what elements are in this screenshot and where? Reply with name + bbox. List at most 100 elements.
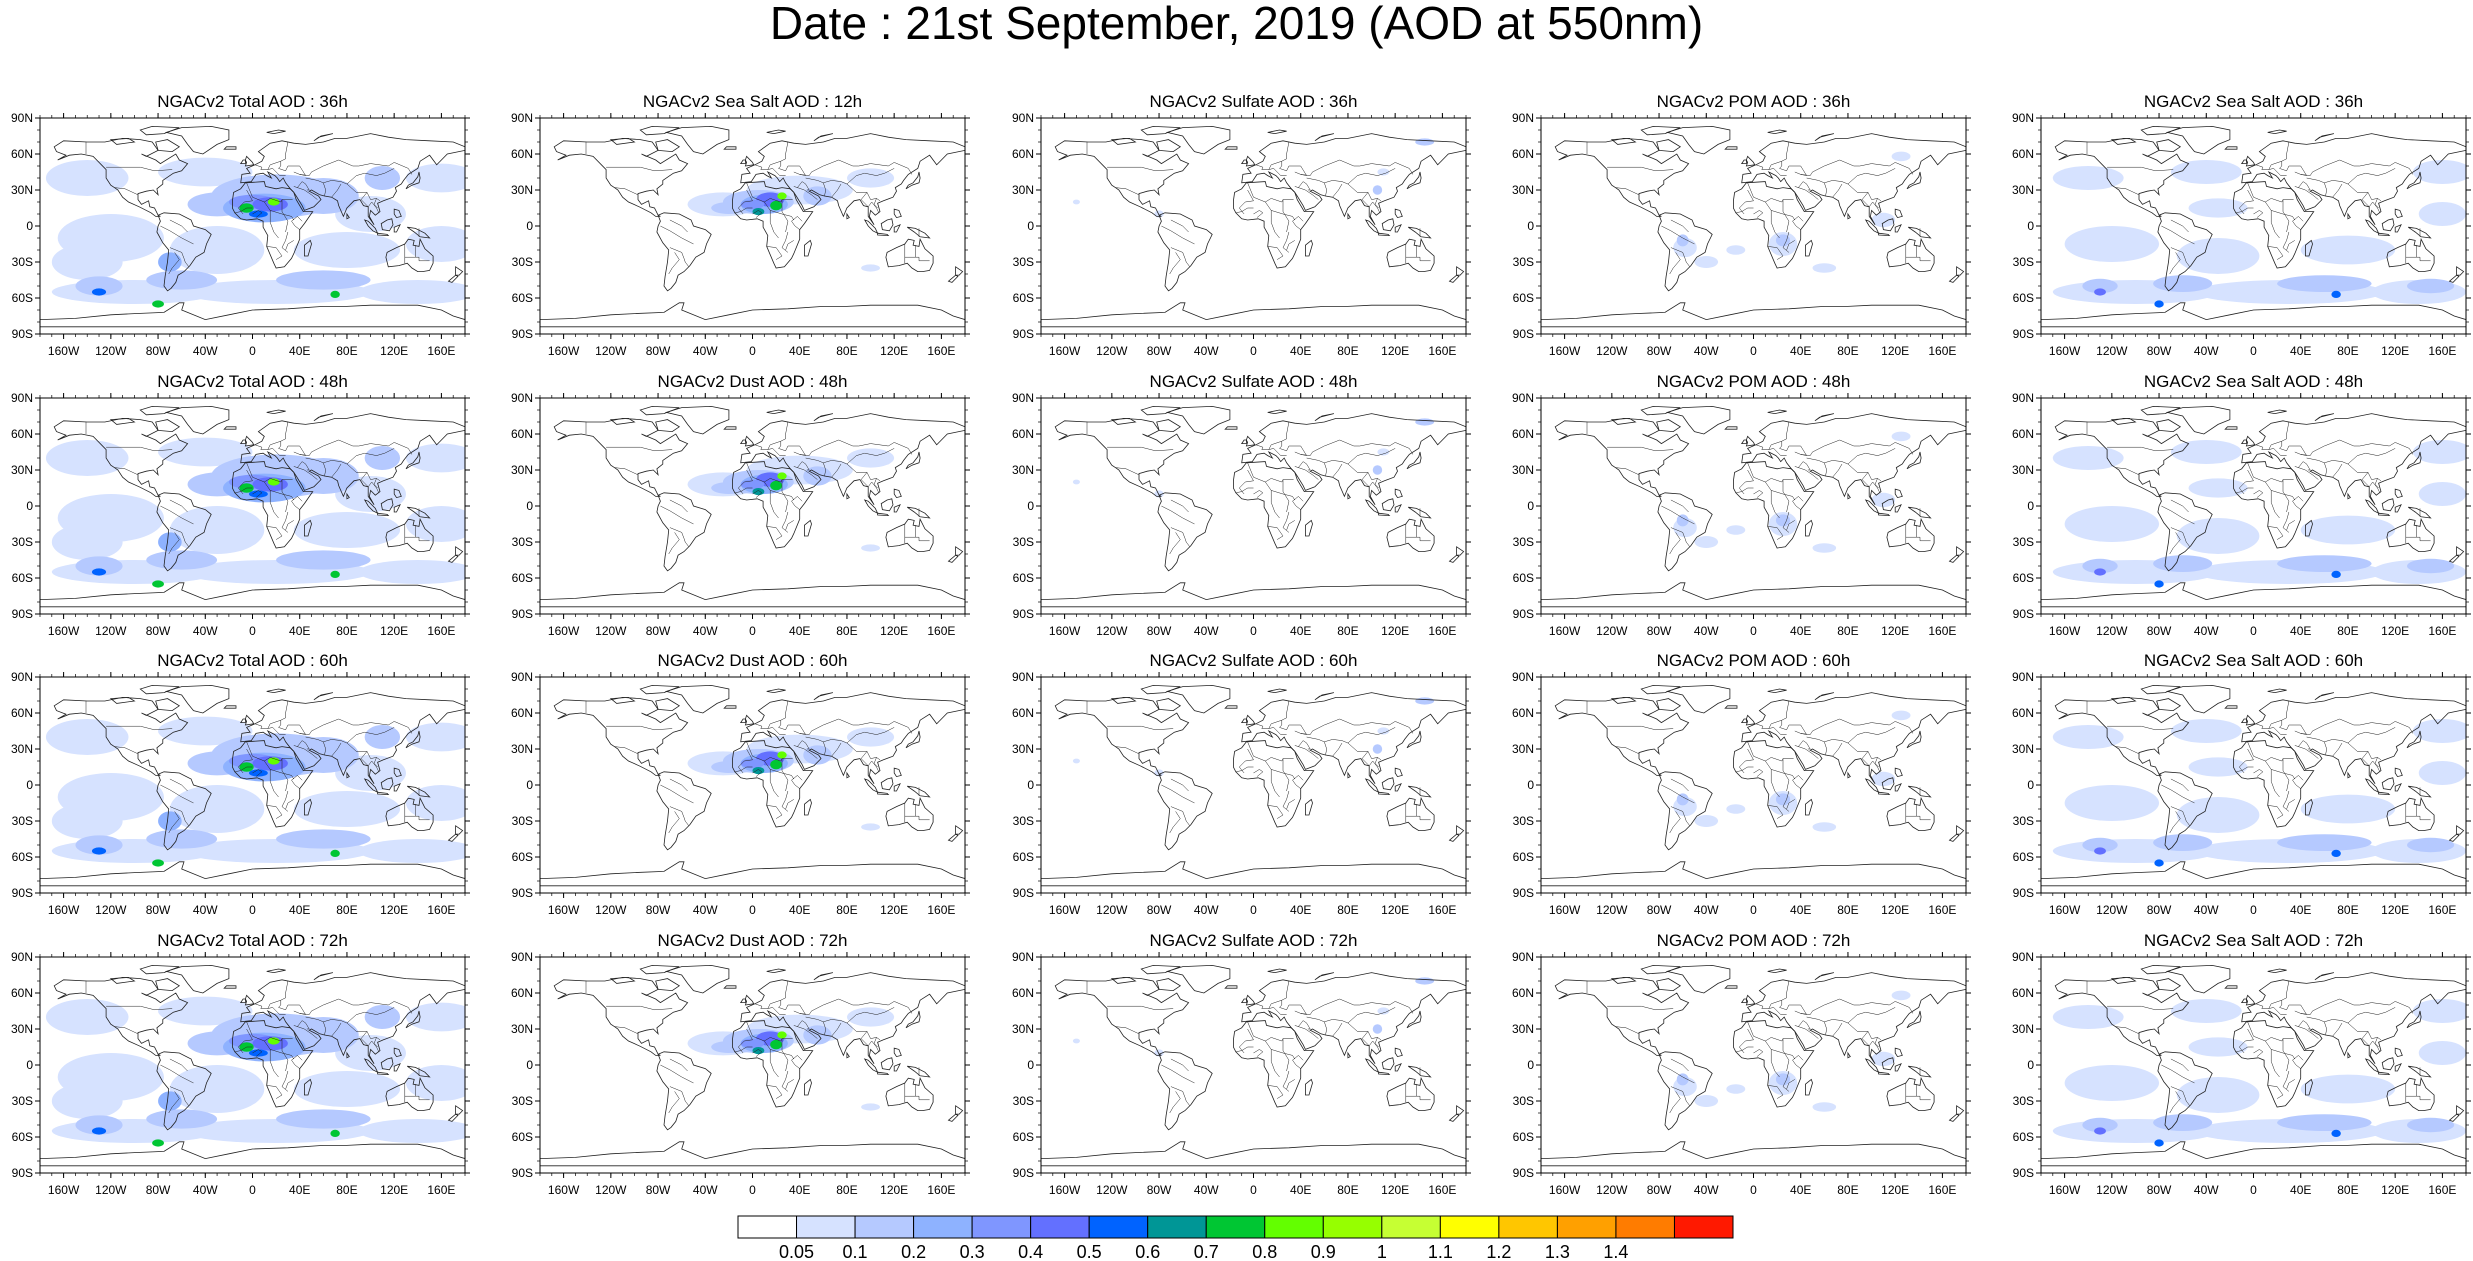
coastline (1907, 785, 1932, 798)
border-line (2286, 520, 2295, 531)
lon-label: 40W (1694, 903, 1719, 917)
border-line (2292, 775, 2304, 789)
coastlines (1041, 125, 1466, 328)
border-line (797, 467, 818, 480)
border-line (1324, 182, 1327, 197)
coastline (266, 409, 286, 415)
border-line (1874, 757, 1879, 768)
border-line (1735, 487, 1754, 494)
lat-label: 30S (2013, 255, 2034, 269)
coastline (2304, 519, 2313, 537)
coastline (553, 696, 689, 776)
border-line (1268, 168, 1287, 176)
coastline (1232, 461, 1315, 549)
border-line (1253, 490, 1264, 498)
coastline (1745, 714, 1756, 726)
aod-patch (267, 757, 280, 765)
lon-label: 40W (693, 1183, 718, 1197)
border-line (1107, 446, 1174, 452)
border-line (415, 536, 430, 542)
border-line (1286, 799, 1295, 810)
coastline (2456, 825, 2465, 835)
lon-label: 160E (1928, 1183, 1956, 1197)
aod-field (1673, 710, 1911, 832)
border-line (1115, 1026, 1140, 1035)
border-line (2332, 463, 2343, 478)
border-line (280, 700, 289, 721)
lat-label: 0 (1527, 1058, 1534, 1072)
border-line (2170, 1086, 2191, 1106)
border-line (1416, 1095, 1431, 1101)
lon-label: 160W (2049, 344, 2081, 358)
border-line (169, 219, 188, 233)
border-line (1255, 440, 1308, 456)
coastline (947, 554, 959, 563)
map-background (1541, 677, 1966, 893)
border-line (1767, 526, 1784, 540)
lon-label: 120E (1881, 1183, 1909, 1197)
coastline (1347, 492, 1351, 500)
border-line (2282, 1038, 2290, 1072)
aod-patch (91, 288, 107, 296)
coastline (2406, 730, 2422, 749)
aod-patch (752, 1047, 765, 1055)
border-line (2300, 718, 2414, 735)
coastline (1948, 554, 1960, 563)
coastline (2406, 1010, 2422, 1029)
aod-patch (2082, 1117, 2118, 1133)
lat-label: 0 (2027, 219, 2034, 233)
coastline (1741, 133, 1966, 226)
border-line (299, 159, 413, 176)
aod-patch (1812, 543, 1837, 553)
border-line (1738, 748, 1754, 774)
border-line (2294, 1020, 2311, 1030)
border-line (246, 741, 293, 762)
coastline (1554, 696, 1690, 776)
coastline (1732, 461, 1815, 549)
border-line (2405, 1084, 2417, 1097)
coastline (1740, 439, 1747, 444)
border-line (1669, 1091, 1681, 1114)
lat-label: 90N (1512, 391, 1534, 405)
coastline (2156, 698, 2182, 712)
coastline (1407, 1065, 1432, 1078)
coastline (1740, 718, 1747, 723)
border-line (1270, 1049, 1280, 1078)
border-line (1786, 799, 1795, 810)
coastline (231, 461, 314, 549)
border-line (660, 505, 694, 525)
coastline (731, 1020, 814, 1108)
border-line (781, 199, 789, 233)
coastline (766, 688, 786, 694)
coastline (2245, 994, 2256, 1006)
lon-label: 120E (2381, 903, 2409, 917)
lon-label: 0 (249, 903, 256, 917)
border-line (373, 198, 378, 209)
border-line (1253, 769, 1264, 777)
coastline (2232, 1020, 2315, 1108)
aod-patch (276, 550, 371, 570)
border-line (285, 240, 294, 251)
coastline (1878, 512, 1891, 517)
coastline (377, 1071, 390, 1076)
coastline (1741, 972, 1966, 1065)
lat-label: 60S (2013, 1130, 2034, 1144)
coastline (156, 1051, 212, 1131)
coastline (2241, 972, 2466, 1065)
map-background (540, 118, 965, 334)
lat-label: 60S (12, 571, 33, 585)
map-panel: NGACv2 POM AOD : 48h 90N 60N 30N 0 30S 60S 90S 1… (1493, 372, 1983, 642)
map-background (1541, 957, 1966, 1173)
lat-label: 60N (511, 427, 533, 441)
coastline (655, 419, 681, 433)
lon-label: 160E (1428, 624, 1456, 638)
map-panel: NGACv2 Dust AOD : 48h 90N 60N 30N 0 30S 60S 90S… (492, 372, 982, 642)
coastline (406, 506, 431, 519)
lat-label: 60N (1012, 427, 1034, 441)
coastline (1610, 417, 1637, 425)
border-line (1170, 1086, 1191, 1106)
coastline (1224, 705, 1238, 709)
lon-label: 160W (1549, 344, 1581, 358)
coastline (2386, 517, 2435, 553)
border-line (767, 168, 786, 176)
